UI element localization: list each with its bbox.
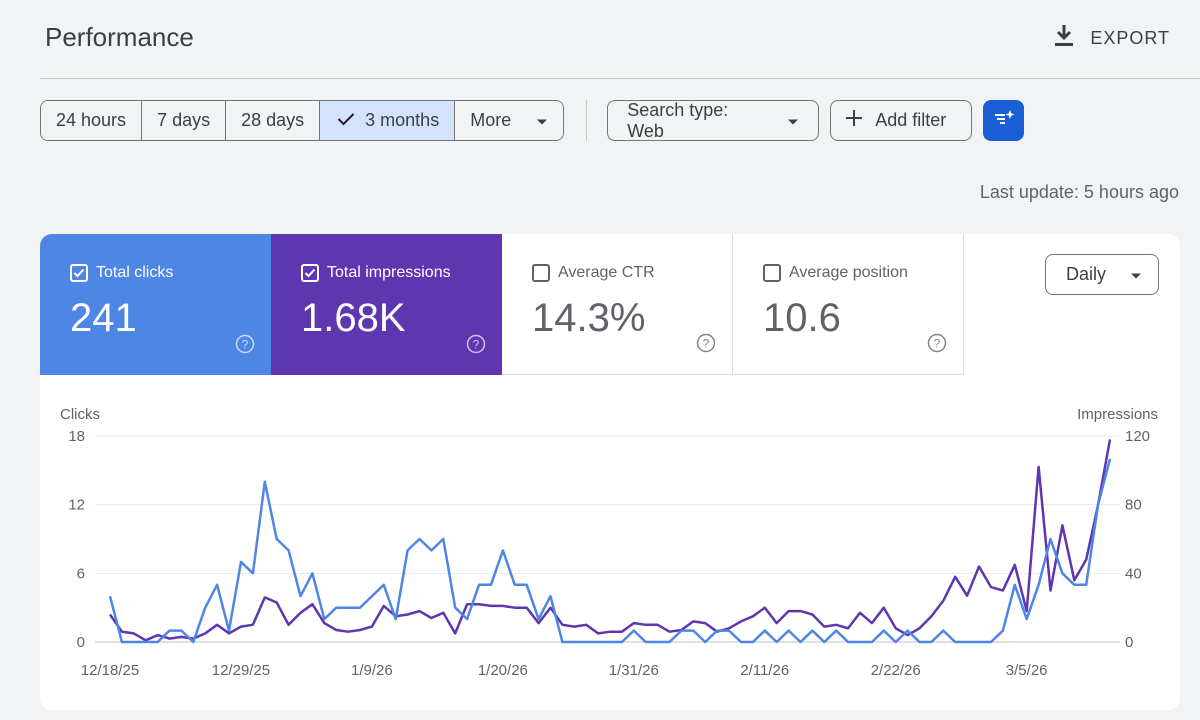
metric-value: 241 [70,296,137,340]
metric-value: 1.68K [301,296,406,340]
left-tick-label: 18 [68,428,85,445]
metric-label: Total clicks [96,264,174,281]
chart-grid [95,435,1120,643]
dropdown-arrow-icon [536,110,548,131]
x-tick-label: 1/9/26 [351,662,393,679]
help-icon[interactable]: ? [235,334,255,359]
granularity-dropdown[interactable]: Daily [1045,254,1159,295]
left-axis-title: Clicks [60,406,100,423]
range-3-months[interactable]: 3 months [320,101,456,140]
right-axis-title: Impressions [1077,406,1158,423]
performance-chart: Clicks Impressions 0 6 12 18 0 40 80 120 12/18/2… [60,406,1158,679]
x-tick-label: 2/11/26 [740,662,789,679]
metric-label: Average CTR [558,264,655,281]
chart-lines [108,439,1112,644]
dropdown-arrow-icon [1130,264,1142,285]
metric-value: 14.3% [532,296,646,340]
checkbox-checked-icon[interactable] [301,264,319,282]
help-icon[interactable]: ? [927,333,947,358]
x-tick-label: 1/20/26 [478,662,528,679]
last-update-text: Last update: 5 hours ago [979,182,1179,202]
metric-average-ctr[interactable]: Average CTR 14.3% ? [502,234,733,375]
toolbar: 24 hours 7 days 28 days 3 months More Se… [40,100,1025,141]
chart-ticks: 0 6 12 18 0 40 80 120 12/18/25 12/29/25 1/9/26 1/20… [68,428,1150,679]
search-type-dropdown[interactable]: Search type: Web [607,100,820,141]
right-tick-label: 0 [1125,634,1133,651]
x-tick-label: 12/18/25 [81,662,139,679]
download-icon [1052,23,1076,54]
check-icon [337,110,355,131]
help-icon[interactable]: ? [466,334,486,359]
header: Performance EXPORT [0,0,1200,78]
metric-value: 10.6 [763,296,841,340]
metric-label: Total impressions [327,264,451,281]
metric-average-position[interactable]: Average position 10.6 ? [733,234,964,375]
filter-sparkle-icon [992,107,1016,134]
checkbox-checked-icon[interactable] [70,264,88,282]
right-tick-label: 40 [1125,565,1142,582]
right-tick-label: 120 [1125,428,1150,445]
checkbox-unchecked-icon[interactable] [763,264,781,282]
x-tick-label: 1/31/26 [609,662,659,679]
filter-sparkle-button[interactable] [983,100,1025,141]
metric-label: Average position [789,264,908,281]
add-filter-button[interactable]: Add filter [830,100,973,141]
left-tick-label: 6 [77,565,85,582]
x-tick-label: 12/29/25 [212,662,270,679]
svg-text:?: ? [473,338,480,352]
range-more[interactable]: More [455,101,564,140]
left-tick-label: 0 [77,634,85,651]
page-title: Performance [45,22,194,52]
metric-total-impressions[interactable]: Total impressions 1.68K ? [271,234,502,375]
x-tick-label: 3/5/26 [1006,662,1048,679]
metric-total-clicks[interactable]: Total clicks 241 ? [40,234,271,375]
plus-icon [845,109,863,132]
right-tick-label: 80 [1125,497,1142,514]
range-28-days[interactable]: 28 days [226,101,321,140]
export-label: EXPORT [1090,27,1170,48]
help-icon[interactable]: ? [696,333,716,358]
range-7-days[interactable]: 7 days [142,101,227,140]
date-range-selector: 24 hours 7 days 28 days 3 months More [40,100,565,141]
performance-card: Total clicks 241 ? Total impressions 1.6… [40,234,1180,710]
svg-text:?: ? [934,337,941,351]
svg-text:?: ? [703,337,710,351]
svg-text:?: ? [242,338,249,352]
range-24-hours[interactable]: 24 hours [41,101,143,140]
x-tick-label: 2/22/26 [871,662,921,679]
series-line-impressions [108,439,1112,642]
checkbox-unchecked-icon[interactable] [532,264,550,282]
dropdown-arrow-icon [787,110,799,131]
series-line-clicks [108,458,1112,644]
export-button[interactable]: EXPORT [1052,22,1170,54]
header-divider [40,78,1200,79]
toolbar-divider [586,100,588,141]
left-tick-label: 12 [68,497,85,514]
